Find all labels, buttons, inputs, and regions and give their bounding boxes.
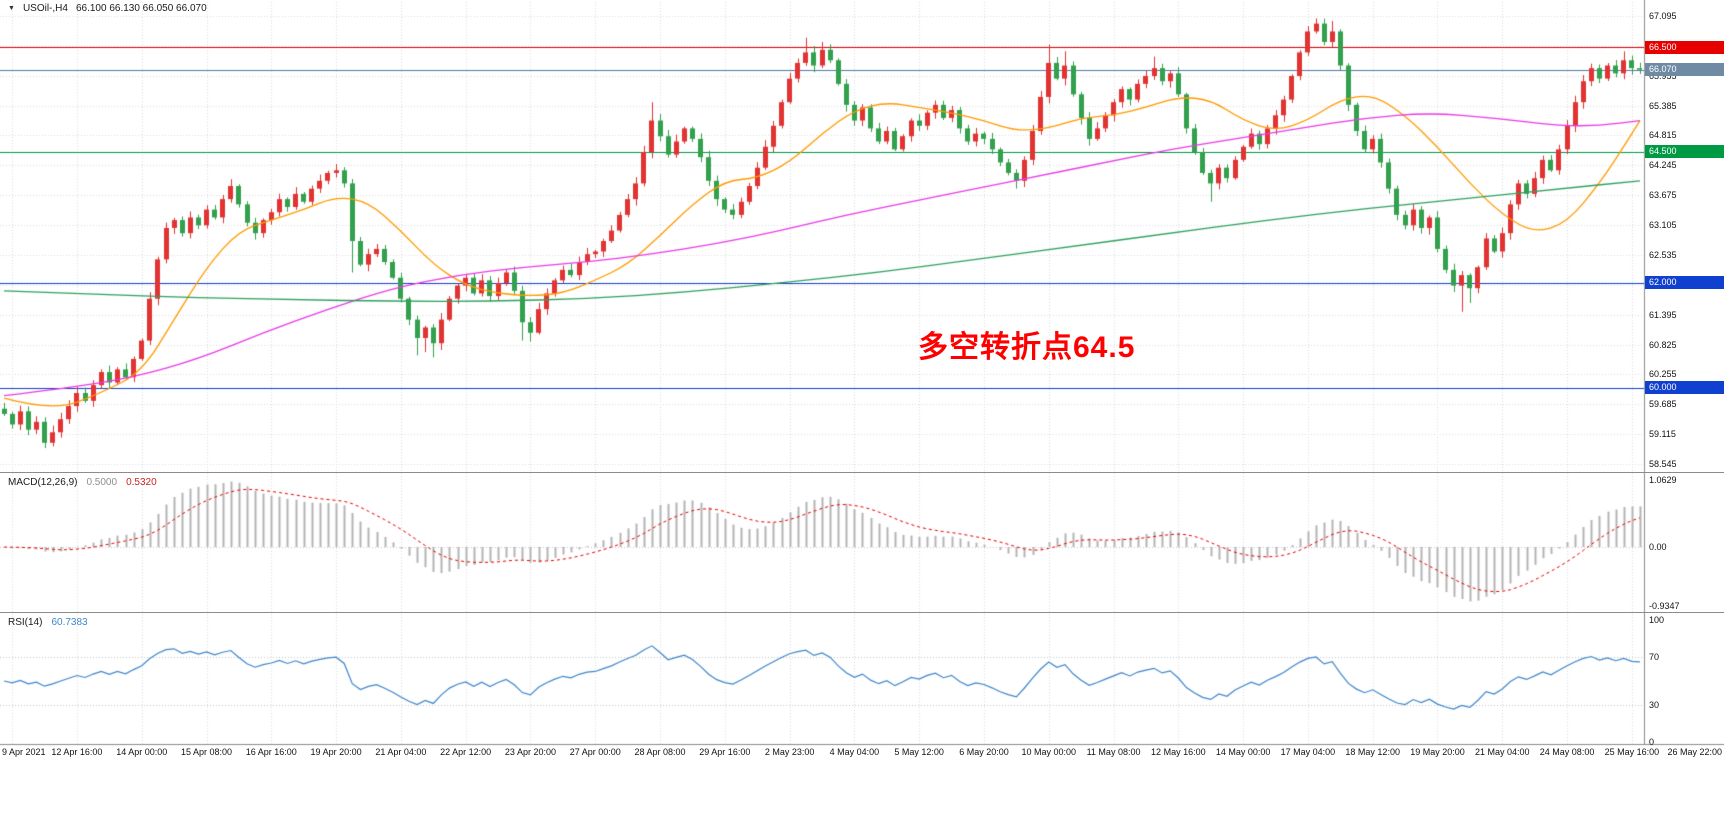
price-tick-label: 64.245 [1649,160,1677,171]
time-tick-label: 17 May 04:00 [1280,747,1336,757]
time-tick-label: 24 May 08:00 [1539,747,1595,757]
rsi-tick-label: 0 [1649,737,1655,747]
macd-tick-label: 0.00 [1649,542,1667,553]
rsi-tick-label: 70 [1649,651,1660,662]
price-tick-label: 67.095 [1649,11,1677,21]
time-tick-label: 28 Apr 08:00 [634,747,686,757]
symbol-timeframe-label: USOil-,H4 [22,3,68,14]
time-tick-label: 23 Apr 20:00 [504,747,556,757]
rsi-tick-label: 100 [1649,615,1665,625]
price-tick-label: 59.685 [1649,399,1677,410]
rsi-name: RSI(14) [8,617,43,628]
chart-header: ▼ USOil-,H4 66.100 66.130 66.050 66.070 [8,3,207,14]
price-tick-label: 58.545 [1649,459,1677,469]
rsi-tick-label: 30 [1649,700,1660,711]
price-tick-label: 61.395 [1649,309,1677,320]
time-tick-label: 6 May 20:00 [959,747,1009,757]
macd-tick-label: 1.0629 [1649,475,1677,485]
macd-signal-value: 0.5320 [126,477,157,488]
price-tick-label: 65.385 [1649,100,1677,111]
time-tick-label: 14 Apr 00:00 [116,747,168,757]
rsi-value: 60.7383 [51,617,88,628]
macd-indicator-label: MACD(12,26,9) 0.5000 0.5320 [8,477,157,488]
price-tick-label: 60.255 [1649,369,1677,380]
time-tick-label: 22 Apr 12:00 [440,747,492,757]
hline-price-tag[interactable]: 66.500 [1645,40,1724,54]
time-tick-label: 12 Apr 16:00 [51,747,103,757]
time-tick-label: 25 May 16:00 [1604,747,1660,757]
time-tick-label: 16 Apr 16:00 [245,747,297,757]
time-tick-label: 2 May 23:00 [764,747,815,757]
time-tick-label: 14 May 00:00 [1215,747,1271,757]
price-tick-label: 63.675 [1649,190,1677,201]
macd-name: MACD(12,26,9) [8,477,78,488]
time-tick-label: 5 May 12:00 [894,747,944,757]
macd-main-value: 0.5000 [86,477,118,488]
ohlc-values: 66.100 66.130 66.050 66.070 [75,3,207,14]
time-tick-label: 4 May 04:00 [829,747,880,757]
symbol-dropdown-icon[interactable]: ▼ [8,5,15,12]
current-price-tag: 66.070 [1645,63,1724,77]
panel-divider-macd[interactable] [0,472,1724,473]
time-tick-label: 18 May 12:00 [1345,747,1400,757]
time-tick-label: 10 May 00:00 [1021,747,1077,757]
time-tick-label: 19 Apr 20:00 [310,747,362,757]
time-tick-label: 19 May 20:00 [1410,747,1465,757]
price-tick-label: 63.105 [1649,220,1677,231]
macd-tick-label: -0.9347 [1649,601,1680,611]
rsi-indicator-label: RSI(14) 60.7383 [8,617,88,628]
hline-price-tag[interactable]: 64.500 [1645,145,1724,159]
chart-annotation-text[interactable]: 多空转折点64.5 [918,331,1136,364]
hline-price-tag[interactable]: 60.000 [1645,381,1724,395]
price-tick-label: 59.115 [1649,429,1676,440]
time-tick-label: 21 Apr 04:00 [375,747,427,757]
price-tick-label: 60.825 [1649,339,1677,350]
time-tick-label: 29 Apr 16:00 [699,747,751,757]
price-tick-label: 64.815 [1649,130,1677,141]
time-tick-label: 9 Apr 2021 [2,747,46,757]
time-tick-label: 11 May 08:00 [1086,747,1141,757]
time-tick-label: 15 Apr 08:00 [180,747,233,757]
time-tick-label: 27 Apr 00:00 [569,747,621,757]
price-tick-label: 62.535 [1649,249,1677,260]
hline-price-tag[interactable]: 62.000 [1645,276,1724,290]
time-tick-label: 26 May 22:00 [1667,747,1722,757]
time-tick-label: 21 May 04:00 [1474,747,1530,757]
time-tick-label: 12 May 16:00 [1151,747,1206,757]
panel-divider-rsi[interactable] [0,612,1724,613]
